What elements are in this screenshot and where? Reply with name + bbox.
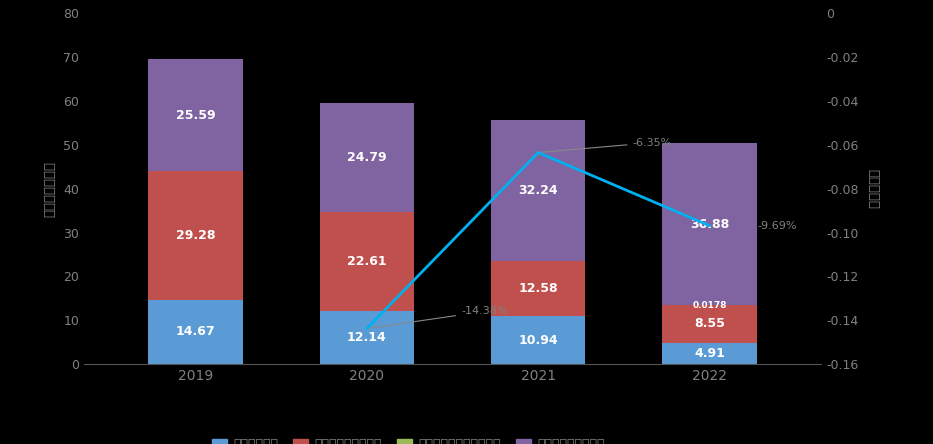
Text: 10.94: 10.94 bbox=[519, 333, 558, 347]
Text: 12.14: 12.14 bbox=[347, 331, 386, 344]
Text: 22.61: 22.61 bbox=[347, 255, 386, 268]
Text: -9.69%: -9.69% bbox=[758, 221, 797, 231]
Bar bbox=[148, 300, 243, 364]
Text: 8.55: 8.55 bbox=[694, 317, 725, 330]
Text: 25.59: 25.59 bbox=[175, 109, 216, 122]
Text: 12.58: 12.58 bbox=[519, 282, 558, 295]
Text: 24.79: 24.79 bbox=[347, 151, 386, 164]
Y-axis label: 同比增长率: 同比增长率 bbox=[866, 169, 879, 209]
Bar bbox=[491, 119, 585, 261]
Bar bbox=[320, 103, 414, 212]
Text: 14.67: 14.67 bbox=[175, 325, 216, 338]
Text: -6.35%: -6.35% bbox=[541, 138, 672, 152]
Bar bbox=[662, 143, 757, 305]
Bar bbox=[320, 212, 414, 311]
Bar bbox=[662, 305, 757, 343]
Legend: 紫杉醇注射液, 注射用紫杉醇脂质体, 注射用紫杉醇聚合物胶束, 白蛋白结合型紫杉醇: 紫杉醇注射液, 注射用紫杉醇脂质体, 注射用紫杉醇聚合物胶束, 白蛋白结合型紫杉… bbox=[207, 433, 609, 444]
Text: 4.91: 4.91 bbox=[694, 347, 725, 360]
Text: -14.38%: -14.38% bbox=[369, 306, 508, 328]
Text: 36.88: 36.88 bbox=[690, 218, 730, 230]
Bar bbox=[491, 316, 585, 364]
Text: 29.28: 29.28 bbox=[175, 229, 216, 242]
Bar bbox=[320, 311, 414, 364]
Bar bbox=[148, 59, 243, 171]
Text: 32.24: 32.24 bbox=[519, 184, 558, 197]
Bar bbox=[491, 261, 585, 316]
Y-axis label: 采购额（亿元）: 采购额（亿元） bbox=[43, 161, 56, 217]
Bar bbox=[148, 171, 243, 300]
Bar bbox=[662, 343, 757, 364]
Text: 0.0178: 0.0178 bbox=[692, 301, 727, 309]
